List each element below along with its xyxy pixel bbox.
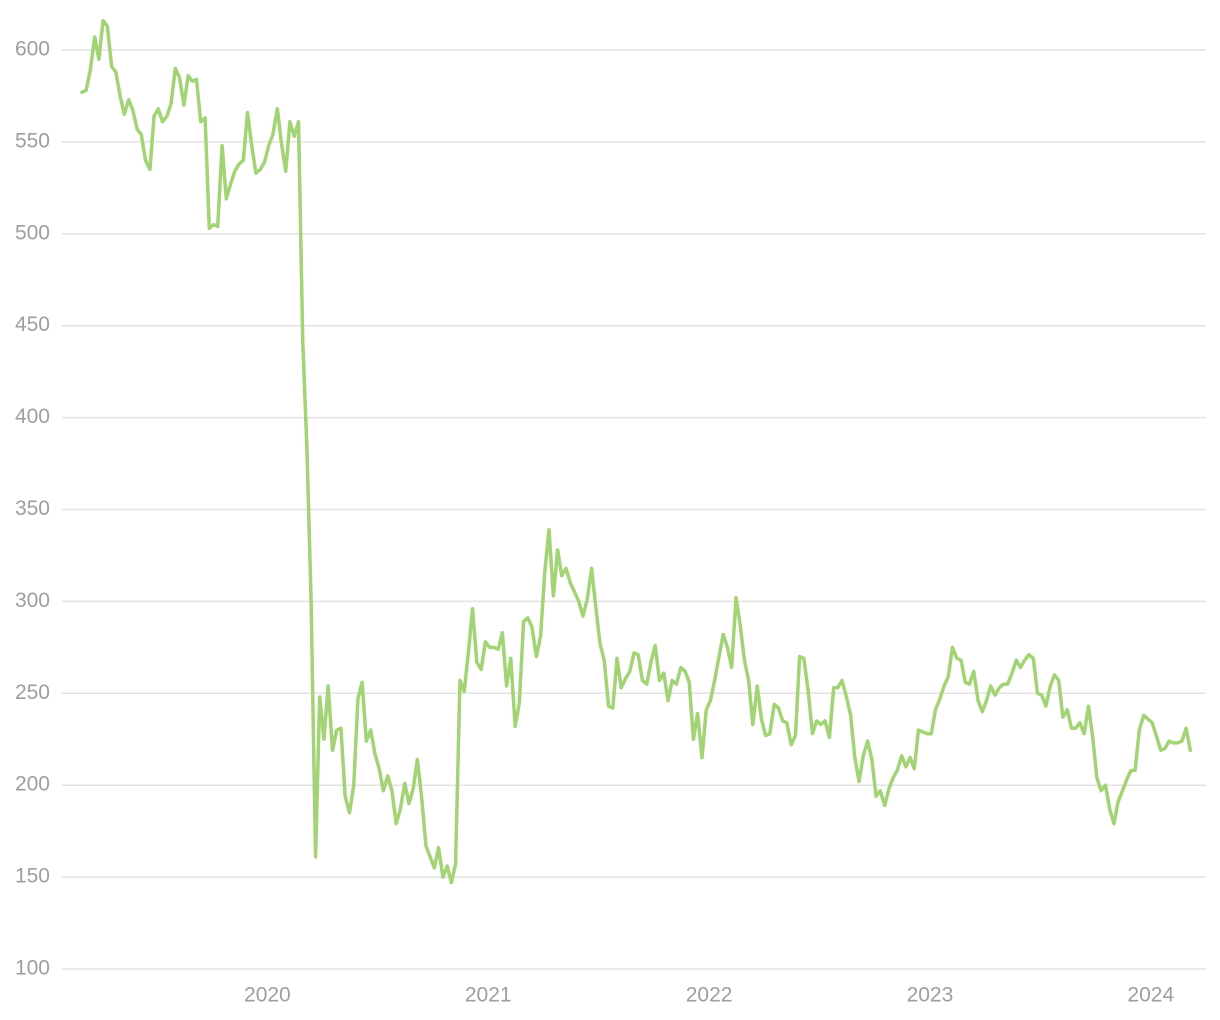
y-tick-label: 450: [15, 313, 50, 336]
y-tick-label: 250: [15, 681, 50, 704]
y-tick-label: 350: [15, 497, 50, 520]
y-tick-label: 300: [15, 589, 50, 612]
y-tick-label: 550: [15, 129, 50, 152]
x-tick-label: 2023: [907, 984, 954, 1007]
y-tick-label: 400: [15, 405, 50, 428]
y-tick-label: 600: [15, 38, 50, 61]
x-tick-label: 2022: [686, 984, 733, 1007]
y-tick-label: 500: [15, 221, 50, 244]
y-tick-label: 100: [15, 957, 50, 980]
x-tick-label: 2021: [465, 984, 512, 1007]
y-tick-label: 200: [15, 773, 50, 796]
x-tick-label: 2020: [244, 984, 291, 1007]
x-tick-label: 2024: [1127, 984, 1174, 1007]
y-tick-label: 150: [15, 865, 50, 888]
line-series: [80, 18, 1193, 885]
